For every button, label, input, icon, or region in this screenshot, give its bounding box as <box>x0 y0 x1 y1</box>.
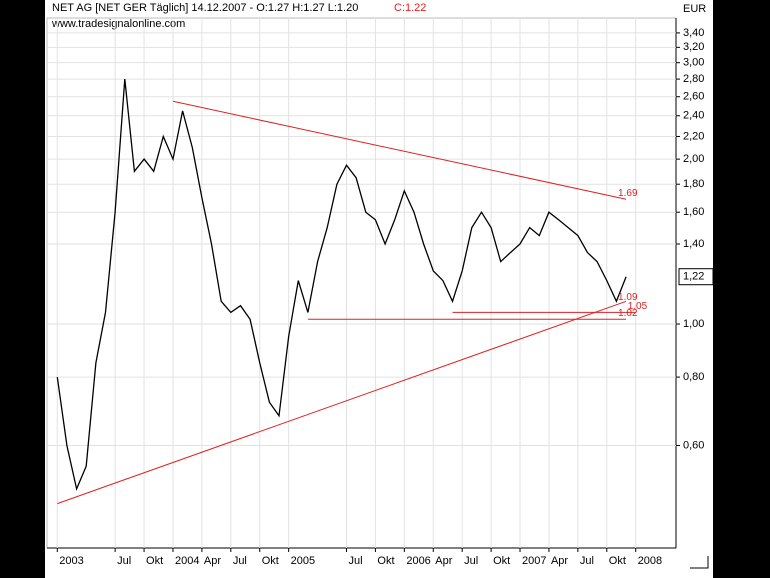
x-tick-label: Apr <box>204 555 221 567</box>
x-tick-label: 2007 <box>522 555 546 567</box>
trendline-label: 1.69 <box>618 188 638 199</box>
header: NET AG [NET GER Täglich] 14.12.2007 - O:… <box>52 2 358 14</box>
trendline-label: 1.02 <box>618 308 638 319</box>
trendline-label: 1.09 <box>618 292 638 303</box>
y-tick-label: 0,60 <box>683 439 704 451</box>
trendline <box>172 100 627 200</box>
y-tick-label: 3,00 <box>683 57 704 69</box>
x-tick-label: 2006 <box>406 555 430 567</box>
source: www.tradesignalonline.com <box>51 18 185 30</box>
x-tick-label: Jul <box>233 555 247 567</box>
y-tick-label: 2,20 <box>683 130 704 142</box>
trendline <box>57 300 627 505</box>
x-tick-label: 2003 <box>59 555 83 567</box>
y-tick-label: 1,40 <box>683 238 704 250</box>
corner-icon <box>690 556 709 569</box>
x-tick-label: Jul <box>464 555 478 567</box>
y-tick-label: 2,40 <box>683 110 704 122</box>
y-tick-label: 1,80 <box>683 178 704 190</box>
y-tick-label: 2,80 <box>683 73 704 85</box>
unit: EUR <box>683 3 706 15</box>
trendline-label: 1.05 <box>628 301 648 312</box>
y-tick-label: 3,40 <box>683 27 704 39</box>
y-tick-label: 1,00 <box>683 318 704 330</box>
x-tick-label: Apr <box>435 555 452 567</box>
x-tick-label: Okt <box>609 555 626 567</box>
x-tick-label: 2004 <box>175 555 199 567</box>
x-tick-label: 2005 <box>291 555 315 567</box>
last-price-label: 1,22 <box>683 271 704 283</box>
x-tick-label: Apr <box>551 555 568 567</box>
y-tick-label: 0,80 <box>683 371 704 383</box>
x-tick-label: Okt <box>262 555 279 567</box>
x-tick-label: Jul <box>580 555 594 567</box>
x-tick-label: 2008 <box>638 555 662 567</box>
x-tick-label: Okt <box>493 555 510 567</box>
y-tick-label: 1,60 <box>683 206 704 218</box>
close-label: C:1.22 <box>394 2 426 14</box>
y-tick-label: 2,00 <box>683 153 704 165</box>
x-tick-label: Okt <box>146 555 163 567</box>
x-tick-label: Okt <box>377 555 394 567</box>
y-tick-label: 2,60 <box>683 91 704 103</box>
price-line <box>56 79 627 492</box>
x-tick-label: Jul <box>117 555 131 567</box>
plot-area <box>46 17 677 549</box>
y-tick-label: 3,20 <box>683 41 704 53</box>
last-price-box <box>678 268 714 286</box>
x-tick-label: Jul <box>349 555 363 567</box>
